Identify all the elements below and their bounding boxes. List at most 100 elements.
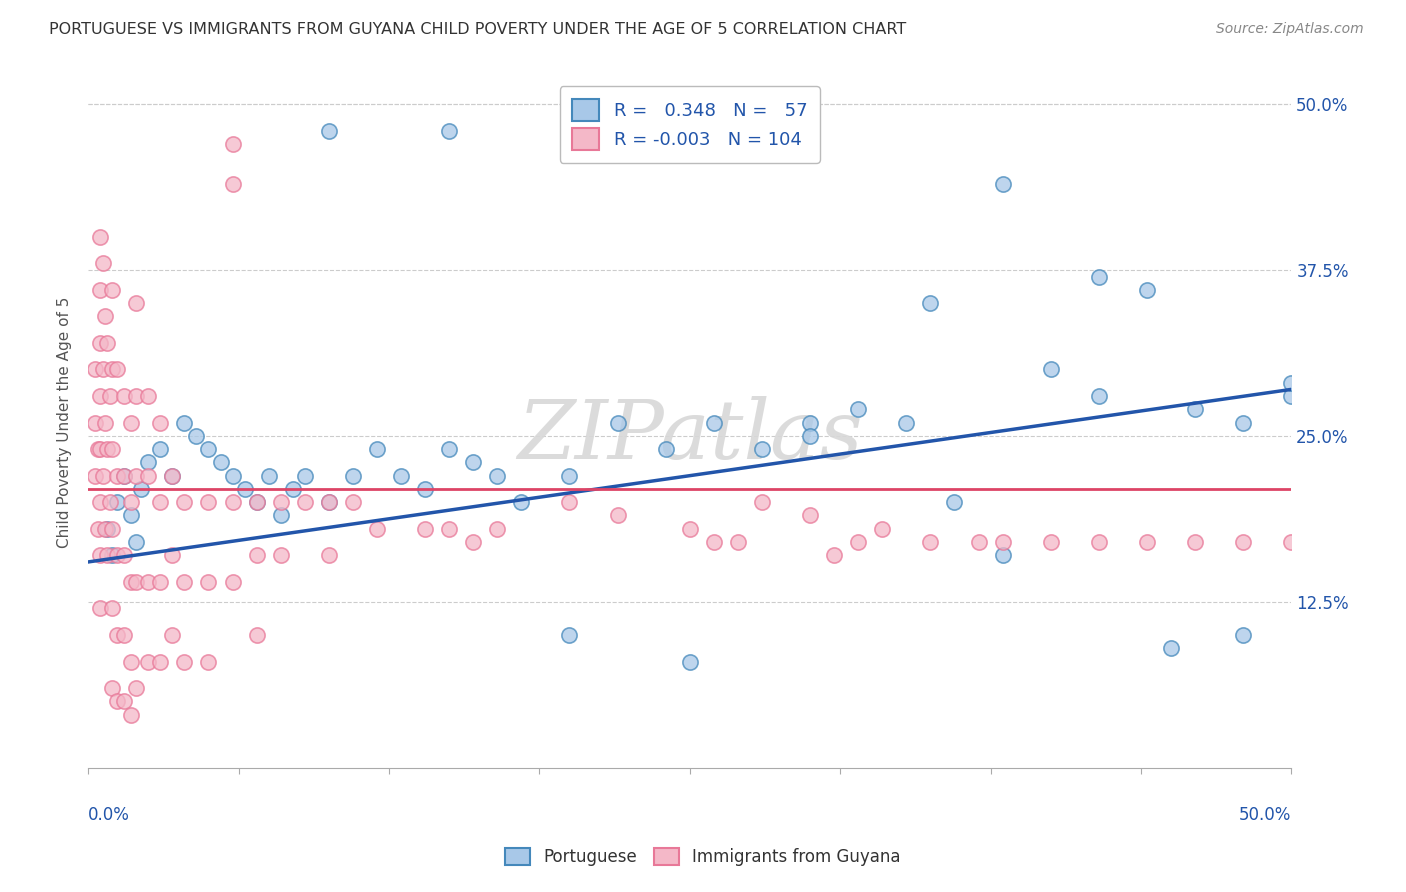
Text: 0.0%: 0.0% <box>89 805 129 823</box>
Point <box>318 549 340 563</box>
Text: PORTUGUESE VS IMMIGRANTS FROM GUYANA CHILD POVERTY UNDER THE AGE OF 5 CORRELATIO: PORTUGUESE VS IMMIGRANTS FROM GUYANA CHI… <box>49 22 907 37</box>
Point <box>703 535 725 549</box>
Point <box>221 468 243 483</box>
Point <box>186 429 208 443</box>
Point <box>173 495 195 509</box>
Point <box>89 229 111 244</box>
Point <box>112 694 135 708</box>
Point <box>510 495 533 509</box>
Point <box>342 468 364 483</box>
Point <box>91 256 114 270</box>
Point <box>112 389 135 403</box>
Point <box>149 574 172 589</box>
Point <box>1136 283 1159 297</box>
Point <box>967 535 990 549</box>
Point <box>125 535 148 549</box>
Point <box>162 468 184 483</box>
Point <box>318 495 340 509</box>
Point <box>125 681 148 695</box>
Point <box>121 574 143 589</box>
Point <box>846 535 869 549</box>
Point <box>94 416 117 430</box>
Point <box>463 535 485 549</box>
Point <box>246 549 269 563</box>
Point <box>125 296 148 310</box>
Point <box>112 468 135 483</box>
Point <box>173 416 195 430</box>
Point <box>294 468 316 483</box>
Point <box>112 549 135 563</box>
Point <box>558 628 581 642</box>
Point <box>105 694 128 708</box>
Point <box>413 482 436 496</box>
Point <box>221 495 243 509</box>
Point <box>679 655 702 669</box>
Point <box>413 522 436 536</box>
Point <box>437 442 460 456</box>
Point <box>136 389 159 403</box>
Point <box>121 495 143 509</box>
Point <box>1279 535 1302 549</box>
Point <box>101 681 124 695</box>
Text: ZIPatlas: ZIPatlas <box>517 396 862 476</box>
Legend: Portuguese, Immigrants from Guyana: Portuguese, Immigrants from Guyana <box>496 840 910 875</box>
Point <box>558 495 581 509</box>
Point <box>136 455 159 469</box>
Point <box>136 655 159 669</box>
Point <box>606 508 628 523</box>
Point <box>197 495 219 509</box>
Point <box>1088 535 1111 549</box>
Point <box>89 335 111 350</box>
Point <box>125 468 148 483</box>
Point <box>173 574 195 589</box>
Point <box>96 549 118 563</box>
Point <box>1136 535 1159 549</box>
Point <box>89 549 111 563</box>
Point <box>920 535 942 549</box>
Point <box>101 442 124 456</box>
Point <box>197 655 219 669</box>
Point <box>121 508 143 523</box>
Point <box>87 522 110 536</box>
Point <box>112 468 135 483</box>
Point <box>389 468 412 483</box>
Point <box>84 468 107 483</box>
Point <box>105 468 128 483</box>
Point <box>437 123 460 137</box>
Point <box>94 310 117 324</box>
Point <box>318 495 340 509</box>
Point <box>823 549 845 563</box>
Point <box>654 442 676 456</box>
Point <box>920 296 942 310</box>
Point <box>121 707 143 722</box>
Point <box>1088 389 1111 403</box>
Point <box>896 416 918 430</box>
Point <box>342 495 364 509</box>
Point <box>318 123 340 137</box>
Point <box>751 495 773 509</box>
Text: 50.0%: 50.0% <box>1239 805 1291 823</box>
Point <box>870 522 893 536</box>
Point <box>91 468 114 483</box>
Point <box>89 495 111 509</box>
Point <box>270 549 292 563</box>
Point <box>233 482 256 496</box>
Legend: R =   0.348   N =   57, R = -0.003   N = 104: R = 0.348 N = 57, R = -0.003 N = 104 <box>560 87 820 163</box>
Point <box>87 442 110 456</box>
Point <box>486 522 509 536</box>
Point <box>751 442 773 456</box>
Point <box>162 468 184 483</box>
Point <box>703 416 725 430</box>
Point <box>991 549 1014 563</box>
Y-axis label: Child Poverty Under the Age of 5: Child Poverty Under the Age of 5 <box>58 297 72 549</box>
Point <box>162 628 184 642</box>
Point <box>270 495 292 509</box>
Point <box>112 628 135 642</box>
Point <box>136 574 159 589</box>
Point <box>197 442 219 456</box>
Point <box>101 362 124 376</box>
Point <box>246 628 269 642</box>
Point <box>105 549 128 563</box>
Point <box>1039 535 1062 549</box>
Point <box>129 482 152 496</box>
